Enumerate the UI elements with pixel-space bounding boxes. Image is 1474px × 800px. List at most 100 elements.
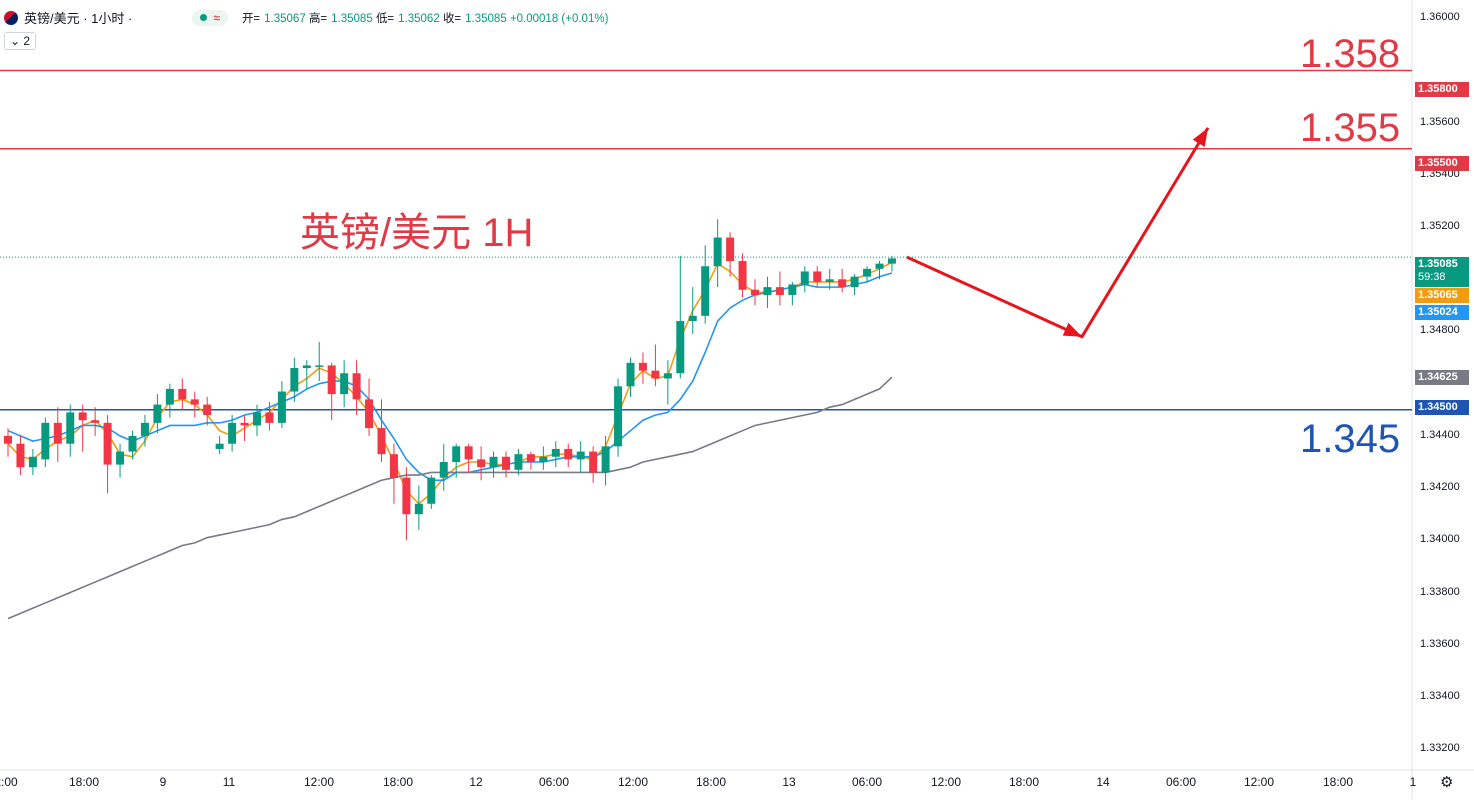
candle-body — [576, 451, 585, 460]
level-label-1355: 1.355 — [1300, 106, 1401, 150]
x-tick-label: 18:00 — [1008, 775, 1040, 789]
x-tick-label: 14 — [1096, 775, 1110, 789]
candle-body — [4, 435, 12, 444]
candle-body — [514, 454, 523, 470]
candle-body — [277, 391, 286, 423]
ma-line-1 — [7, 272, 893, 482]
candle-body — [340, 373, 349, 395]
x-tick-label: 9 — [159, 775, 167, 789]
x-tick-label: 12:00 — [930, 775, 962, 789]
x-tick-label: 18:00 — [695, 775, 727, 789]
candle-body — [539, 456, 548, 462]
candle-body — [775, 287, 784, 295]
candle-body — [427, 477, 436, 504]
indicator-count: 2 — [23, 34, 31, 48]
candle-body — [713, 237, 722, 267]
last-price: 1.35085 — [1418, 258, 1458, 270]
x-tick-label: 06:00 — [1165, 775, 1197, 789]
x-tick-label: 06:00 — [538, 775, 570, 789]
y-tick-label: 1.34200 — [1420, 481, 1460, 494]
gear-icon[interactable]: ⚙ — [1440, 774, 1454, 791]
candle-body — [28, 456, 37, 468]
candle-body — [751, 289, 759, 295]
candle-body — [153, 404, 162, 423]
candle-body — [215, 443, 224, 449]
candle-body — [838, 279, 847, 288]
x-tick-label: 11 — [222, 775, 236, 789]
candle-body — [887, 258, 896, 264]
candle-body — [763, 287, 772, 295]
candle-body — [825, 279, 834, 282]
candle-body — [676, 321, 685, 374]
candle-body — [140, 422, 149, 436]
candle-body — [352, 373, 361, 400]
status-pill[interactable]: ≈ — [192, 9, 228, 26]
candle-body — [165, 388, 174, 405]
ma-line-0 — [7, 261, 893, 505]
x-tick-label: 12:00 — [1243, 775, 1275, 789]
candle-body — [377, 428, 386, 455]
candle-body — [66, 412, 75, 444]
price-tag-ma-mid: 1.35024 — [1415, 305, 1469, 320]
y-tick-label: 1.33600 — [1420, 637, 1460, 650]
candle-body — [178, 388, 187, 400]
indicators-toggle[interactable]: ⌄ 2 — [4, 32, 37, 50]
ohlc-readout: 开= 1.35067 高= 1.35085 低= 1.35062 收= 1.35085 … — [242, 10, 612, 26]
candle-body — [190, 399, 199, 405]
price-tag-ma-slow: 1.34625 — [1415, 370, 1469, 385]
candle-body — [477, 459, 486, 468]
ma-line-2 — [7, 376, 893, 620]
x-tick-label: 18:00 — [382, 775, 414, 789]
arrow-head-down — [1062, 322, 1082, 337]
candle-body — [464, 446, 473, 460]
low-value: 1.35062 — [398, 12, 440, 25]
candle-body — [875, 263, 884, 269]
symbol-label[interactable]: 英镑/美元 · 1小时 · — [24, 11, 133, 26]
change-value: +0.00018 (+0.01%) — [509, 12, 609, 25]
candle-body — [203, 404, 212, 416]
candle-body — [439, 462, 448, 478]
candle-body — [863, 268, 872, 277]
candle-body — [91, 420, 100, 423]
y-tick-label: 1.34000 — [1420, 533, 1460, 546]
candle-body — [813, 271, 822, 282]
x-tick-label: 13 — [782, 775, 796, 789]
candle-body — [402, 477, 411, 515]
candle-body — [253, 412, 261, 426]
candle-body — [788, 284, 797, 295]
candle-body — [663, 373, 672, 379]
candle-body — [365, 399, 374, 429]
x-tick-label: 12 — [469, 775, 483, 789]
close-value: 1.35085 — [465, 12, 507, 25]
candle-body — [116, 451, 125, 465]
candle-body — [614, 386, 623, 447]
candle-body — [601, 446, 610, 473]
chevron-down-icon: ⌄ — [10, 34, 21, 48]
candle-body — [240, 422, 249, 426]
candle-body — [800, 271, 809, 285]
x-tick-label: 12:00 — [303, 775, 335, 789]
chart-header: 英镑/美元 · 1小时 · ≈ 开= 1.35067 高= 1.35085 低= 1.… — [4, 8, 612, 27]
price-tag-1355: 1.35500 — [1415, 156, 1469, 171]
forecast-arrow — [906, 127, 1210, 339]
close-label: 收= — [442, 12, 462, 25]
level-label-1358: 1.358 — [1300, 32, 1401, 76]
y-tick-label: 1.33200 — [1420, 742, 1460, 755]
y-tick-label: 1.34400 — [1420, 428, 1460, 441]
candle-body — [128, 435, 137, 452]
candle-body — [564, 448, 573, 460]
y-tick-label: 1.36000 — [1420, 11, 1460, 24]
candle-body — [738, 261, 747, 290]
wave-icon: ≈ — [213, 10, 220, 25]
candle-body — [228, 422, 237, 444]
x-tick-label: 06:00 — [851, 775, 883, 789]
candle-body — [414, 503, 423, 515]
price-tag-last: 1.35085 59:38 — [1415, 257, 1469, 287]
x-tick-label: 18:00 — [1322, 775, 1354, 789]
y-tick-label: 1.33400 — [1420, 689, 1460, 702]
y-tick-label: 1.33800 — [1420, 585, 1460, 598]
candle-body — [53, 422, 62, 444]
high-label: 高= — [308, 12, 328, 25]
candle-body — [726, 237, 735, 262]
